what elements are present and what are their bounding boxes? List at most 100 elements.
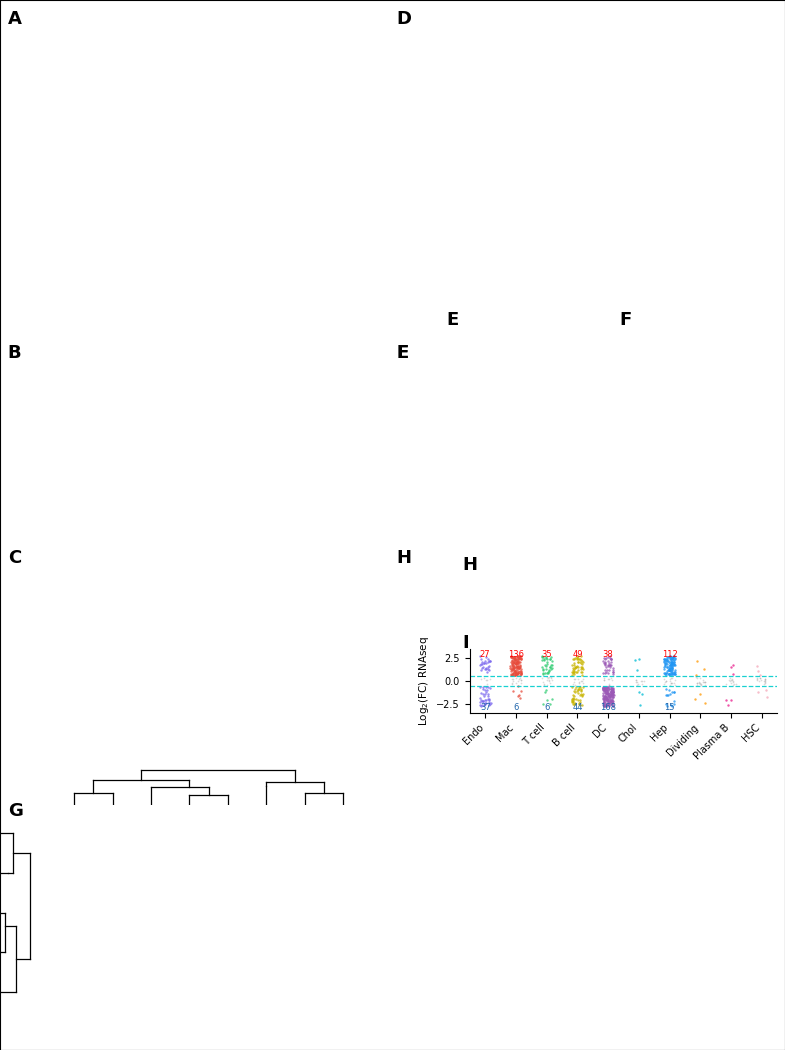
- Point: [214, 152, 227, 169]
- Point: [485, 81, 498, 98]
- Point: [210, 139, 222, 155]
- Point: [648, 138, 661, 154]
- Point: [196, 638, 209, 655]
- Point: [603, 690, 615, 707]
- Point: [211, 621, 224, 637]
- Point: [653, 148, 666, 165]
- Point: [597, 106, 609, 123]
- Point: [705, 164, 717, 181]
- Point: [606, 102, 619, 119]
- Point: [505, 105, 517, 122]
- Point: [648, 141, 661, 158]
- Point: [216, 154, 228, 171]
- Point: [587, 106, 600, 123]
- Point: [243, 152, 256, 169]
- Point: [553, 83, 565, 100]
- Point: [166, 153, 179, 170]
- Point: [182, 645, 195, 662]
- Point: [563, 125, 575, 142]
- Point: [521, 144, 534, 161]
- Point: [571, 125, 583, 142]
- Point: [677, 77, 690, 93]
- Point: [613, 113, 626, 130]
- Point: [147, 666, 159, 683]
- Point: [159, 667, 171, 684]
- Point: [543, 112, 556, 129]
- Point: [714, 153, 727, 170]
- Point: [606, 114, 619, 131]
- Point: [590, 143, 603, 160]
- Point: [555, 84, 568, 101]
- Point: [604, 24, 617, 41]
- Point: [212, 154, 225, 171]
- Point: [159, 152, 171, 169]
- Point: [571, 105, 584, 122]
- Point: [650, 160, 663, 176]
- Point: [494, 86, 506, 103]
- Point: [600, 117, 612, 133]
- Point: [593, 154, 606, 171]
- Point: [537, 64, 550, 81]
- Point: [619, 63, 632, 80]
- Bar: [60, 424, 61, 445]
- Point: [205, 146, 217, 163]
- Point: [622, 70, 634, 87]
- Point: [199, 153, 211, 170]
- Point: [562, 113, 575, 130]
- Point: [710, 97, 723, 113]
- Point: [213, 154, 225, 171]
- Point: [546, 105, 558, 122]
- Point: [178, 154, 191, 171]
- Point: [522, 104, 535, 121]
- Point: [168, 664, 181, 680]
- Point: [208, 136, 221, 153]
- Point: [585, 97, 597, 113]
- Point: [711, 133, 724, 150]
- Point: [602, 150, 615, 167]
- Point: [212, 153, 225, 170]
- Point: [632, 43, 644, 60]
- Point: [586, 142, 599, 159]
- Point: [641, 74, 654, 90]
- Point: [582, 168, 594, 185]
- Point: [206, 613, 218, 630]
- Point: [637, 70, 649, 87]
- Point: [170, 653, 182, 670]
- Point: [509, 72, 522, 89]
- Point: [283, 140, 295, 156]
- Point: [217, 151, 230, 168]
- Point: [599, 124, 612, 141]
- Point: [169, 147, 181, 164]
- Point: [177, 651, 190, 668]
- Point: [654, 184, 666, 201]
- Point: [527, 85, 539, 102]
- Point: [600, 684, 612, 700]
- Point: [196, 152, 209, 169]
- Point: [688, 81, 701, 98]
- Point: [649, 109, 662, 126]
- Point: [216, 621, 228, 637]
- Point: [168, 154, 181, 171]
- Point: [191, 149, 203, 166]
- Point: [601, 101, 613, 118]
- Point: [221, 155, 234, 172]
- Point: [580, 72, 593, 89]
- Point: [613, 151, 626, 168]
- Point: [589, 151, 601, 168]
- Point: [691, 82, 703, 99]
- Point: [544, 89, 557, 106]
- Point: [232, 152, 245, 169]
- Point: [184, 609, 196, 626]
- Point: [224, 148, 236, 165]
- Point: [174, 655, 187, 672]
- Point: [651, 62, 663, 79]
- Point: [617, 101, 630, 118]
- Point: [617, 128, 630, 145]
- Bar: [104, 424, 105, 429]
- Point: [579, 158, 591, 174]
- Point: [155, 650, 168, 667]
- Point: [175, 629, 188, 646]
- Point: [558, 149, 571, 166]
- Point: [189, 629, 202, 646]
- Point: [247, 154, 260, 171]
